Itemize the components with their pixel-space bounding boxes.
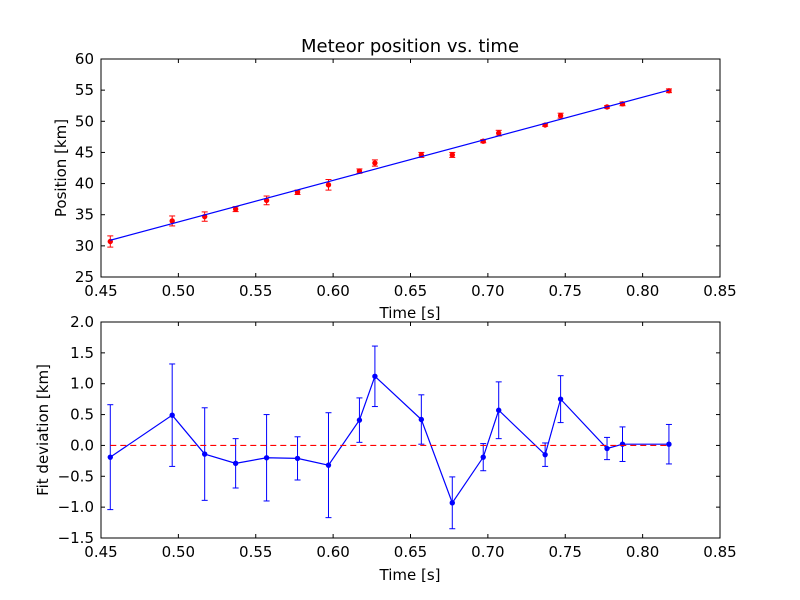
x-tick-label: 0.65	[394, 282, 427, 300]
data-point	[542, 451, 548, 458]
plot-frame	[100, 58, 721, 278]
y-tick-label: 2.0	[70, 313, 94, 331]
y-tick-label: 50	[75, 112, 94, 130]
data-point	[169, 412, 175, 418]
x-tick-label: 0.70	[471, 543, 504, 561]
x-tick-label: 0.80	[626, 543, 659, 561]
fit-line	[110, 89, 670, 241]
data-point	[418, 416, 425, 423]
data-point	[496, 407, 502, 413]
y-tick-label: 25	[75, 268, 94, 286]
tick-group: 0.45 0.50 0.55 0.60 0.65 0.70 0.75 0.80 0.85 25 30…	[75, 50, 737, 300]
data-point	[356, 417, 363, 423]
data-point	[557, 112, 564, 119]
x-tick-label: 0.45	[84, 282, 117, 300]
data-point	[232, 460, 239, 467]
y-tick-label: −0.5	[58, 467, 94, 485]
y-tick-label: −1.0	[58, 498, 94, 516]
y-tick-label: 40	[75, 175, 94, 193]
data-point	[480, 454, 486, 460]
data-point	[449, 152, 455, 158]
data-point	[496, 130, 502, 136]
x-tick-label: 0.50	[162, 282, 195, 300]
tick-group: 0.45 0.50 0.55 0.60 0.65 0.70 0.75 0.80 0.85 −1.5…	[58, 313, 737, 561]
data-point	[107, 454, 113, 460]
deviation-line	[109, 375, 669, 505]
data-point	[169, 218, 175, 224]
y-tick-label: 0.0	[70, 436, 94, 454]
x-tick-label: 0.80	[626, 282, 659, 300]
data-point	[325, 462, 332, 468]
x-axis-label: Time [s]	[379, 304, 441, 322]
y-tick-label: 35	[75, 206, 94, 224]
data-marks	[107, 345, 672, 530]
data-point	[201, 451, 208, 457]
x-tick-label: 0.55	[239, 282, 272, 300]
plot-frame	[100, 321, 721, 539]
data-point	[294, 455, 301, 462]
data-point	[263, 455, 270, 461]
y-tick-label: 0.5	[70, 406, 94, 424]
x-tick-label: 0.85	[703, 543, 736, 561]
y-tick-label: −1.5	[58, 529, 94, 547]
y-tick-label: 1.0	[70, 375, 94, 393]
data-point	[372, 373, 378, 380]
x-tick-label: 0.85	[703, 282, 736, 300]
data-point	[372, 160, 378, 166]
x-tick-label: 0.55	[239, 543, 272, 561]
x-tick-label: 0.60	[316, 543, 349, 561]
data-point	[557, 396, 564, 402]
data-point	[325, 182, 332, 188]
data-point	[604, 445, 610, 452]
y-tick-label: 1.5	[70, 344, 94, 362]
y-tick-label: 60	[75, 50, 94, 68]
position-chart: Meteor position vs. time Time [s] Positi…	[52, 36, 737, 322]
y-tick-label: 30	[75, 237, 94, 255]
y-axis-label: Position [km]	[52, 119, 70, 217]
data-point	[666, 441, 672, 447]
chart-title: Meteor position vs. time	[301, 36, 519, 57]
deviation-chart: Time [s] Fit deviation [km] 0.45 0.50 0.55…	[34, 313, 737, 584]
data-point	[449, 500, 455, 506]
x-axis-label: Time [s]	[379, 566, 441, 584]
x-tick-label: 0.75	[549, 282, 582, 300]
y-tick-label: 55	[75, 81, 94, 99]
x-tick-label: 0.75	[549, 543, 582, 561]
x-tick-label: 0.65	[394, 543, 427, 561]
y-tick-label: 45	[75, 143, 94, 161]
y-axis-label: Fit deviation [km]	[34, 364, 52, 496]
x-tick-label: 0.50	[162, 543, 195, 561]
data-marks	[107, 88, 672, 248]
x-tick-label: 0.45	[84, 543, 117, 561]
x-tick-label: 0.60	[316, 282, 349, 300]
x-tick-label: 0.70	[471, 282, 504, 300]
